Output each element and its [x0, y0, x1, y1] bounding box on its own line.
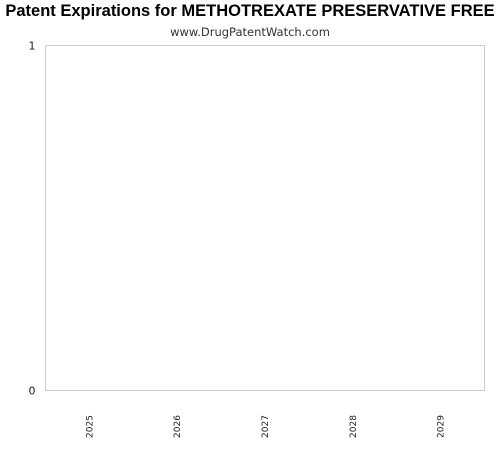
plot-area-frame: [46, 46, 485, 391]
x-tick-label: 2029: [437, 415, 447, 438]
x-tick-label: 2027: [261, 415, 271, 438]
x-tick-label: 2028: [349, 415, 359, 438]
y-axis-ticks: 01: [29, 40, 36, 398]
x-tick-label: 2025: [85, 415, 95, 438]
y-tick-label: 0: [29, 385, 36, 398]
x-axis-ticks: 2025 2026 2027 2028 2029: [85, 415, 446, 438]
x-tick-label: 2026: [173, 415, 183, 438]
y-tick-label: 1: [29, 40, 36, 53]
